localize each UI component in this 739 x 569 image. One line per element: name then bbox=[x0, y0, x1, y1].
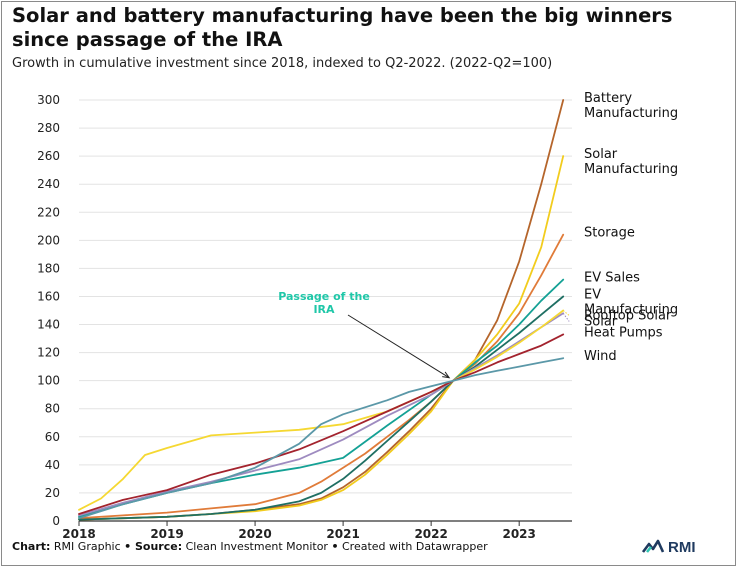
annotation-text: Passage of the bbox=[278, 290, 370, 303]
footer-source-value: Clean Investment Monitor bbox=[182, 540, 332, 553]
label-leader bbox=[562, 310, 570, 316]
series-line bbox=[78, 309, 565, 511]
series-label: Battery bbox=[584, 91, 632, 106]
logo-text: RMI bbox=[668, 539, 696, 554]
y-tick-label: 60 bbox=[45, 430, 60, 444]
y-tick-label: 0 bbox=[52, 514, 60, 528]
chart-subtitle: Growth in cumulative investment since 20… bbox=[12, 56, 553, 71]
annotation-text: IRA bbox=[313, 303, 335, 316]
series-label: Rooftop Solar bbox=[584, 308, 672, 323]
series-label: Storage bbox=[584, 226, 635, 241]
y-tick-label: 280 bbox=[37, 121, 60, 135]
chart-footer: Chart: RMI Graphic • Source: Clean Inves… bbox=[12, 540, 488, 553]
chart-title: Solar and battery manufacturing have bee… bbox=[12, 4, 673, 51]
y-tick-label: 160 bbox=[37, 289, 60, 303]
series-line bbox=[78, 233, 565, 520]
y-tick-label: 260 bbox=[37, 149, 60, 163]
series-label: Solar bbox=[584, 147, 618, 162]
series-line bbox=[78, 333, 565, 515]
y-tick-label: 220 bbox=[37, 205, 60, 219]
footer-separator: • bbox=[124, 540, 132, 553]
y-tick-label: 140 bbox=[37, 318, 60, 332]
footer-chart-value: RMI Graphic bbox=[50, 540, 125, 553]
series-line bbox=[78, 312, 565, 517]
series-label: Solar bbox=[584, 314, 618, 329]
annotation-arrowhead bbox=[442, 371, 451, 379]
series-label: Manufacturing bbox=[584, 302, 678, 317]
footer-separator: • bbox=[331, 540, 339, 553]
x-tick-label: 2020 bbox=[238, 527, 271, 541]
y-tick-label: 240 bbox=[37, 177, 60, 191]
x-tick-label: 2022 bbox=[414, 527, 447, 541]
y-tick-label: 40 bbox=[45, 458, 60, 472]
x-tick-label: 2021 bbox=[326, 527, 359, 541]
series-label: EV bbox=[584, 287, 601, 302]
y-tick-label: 120 bbox=[37, 346, 60, 360]
annotation-arrow bbox=[347, 314, 450, 379]
series-label: Heat Pumps bbox=[584, 325, 663, 340]
footer-created: Created with Datawrapper bbox=[338, 540, 488, 553]
series-label: Manufacturing bbox=[584, 162, 678, 177]
x-tick-label: 2023 bbox=[502, 527, 535, 541]
y-tick-label: 20 bbox=[45, 486, 60, 500]
y-tick-label: 180 bbox=[37, 261, 60, 275]
y-tick-label: 80 bbox=[45, 402, 60, 416]
series-label: EV Sales bbox=[584, 271, 640, 286]
series-line bbox=[78, 295, 565, 521]
y-tick-label: 200 bbox=[37, 233, 60, 247]
x-tick-label: 2019 bbox=[150, 527, 183, 541]
series-label: Manufacturing bbox=[584, 106, 678, 121]
footer-source-label: Source: bbox=[131, 540, 183, 553]
footer-chart-label: Chart: bbox=[12, 540, 51, 553]
series-label: Wind bbox=[584, 349, 617, 364]
rmi-logo-icon: RMI bbox=[641, 539, 696, 554]
y-tick-label: 300 bbox=[37, 93, 60, 107]
y-tick-label: 100 bbox=[37, 374, 60, 388]
x-tick-label: 2018 bbox=[62, 527, 95, 541]
series-line bbox=[78, 357, 565, 520]
